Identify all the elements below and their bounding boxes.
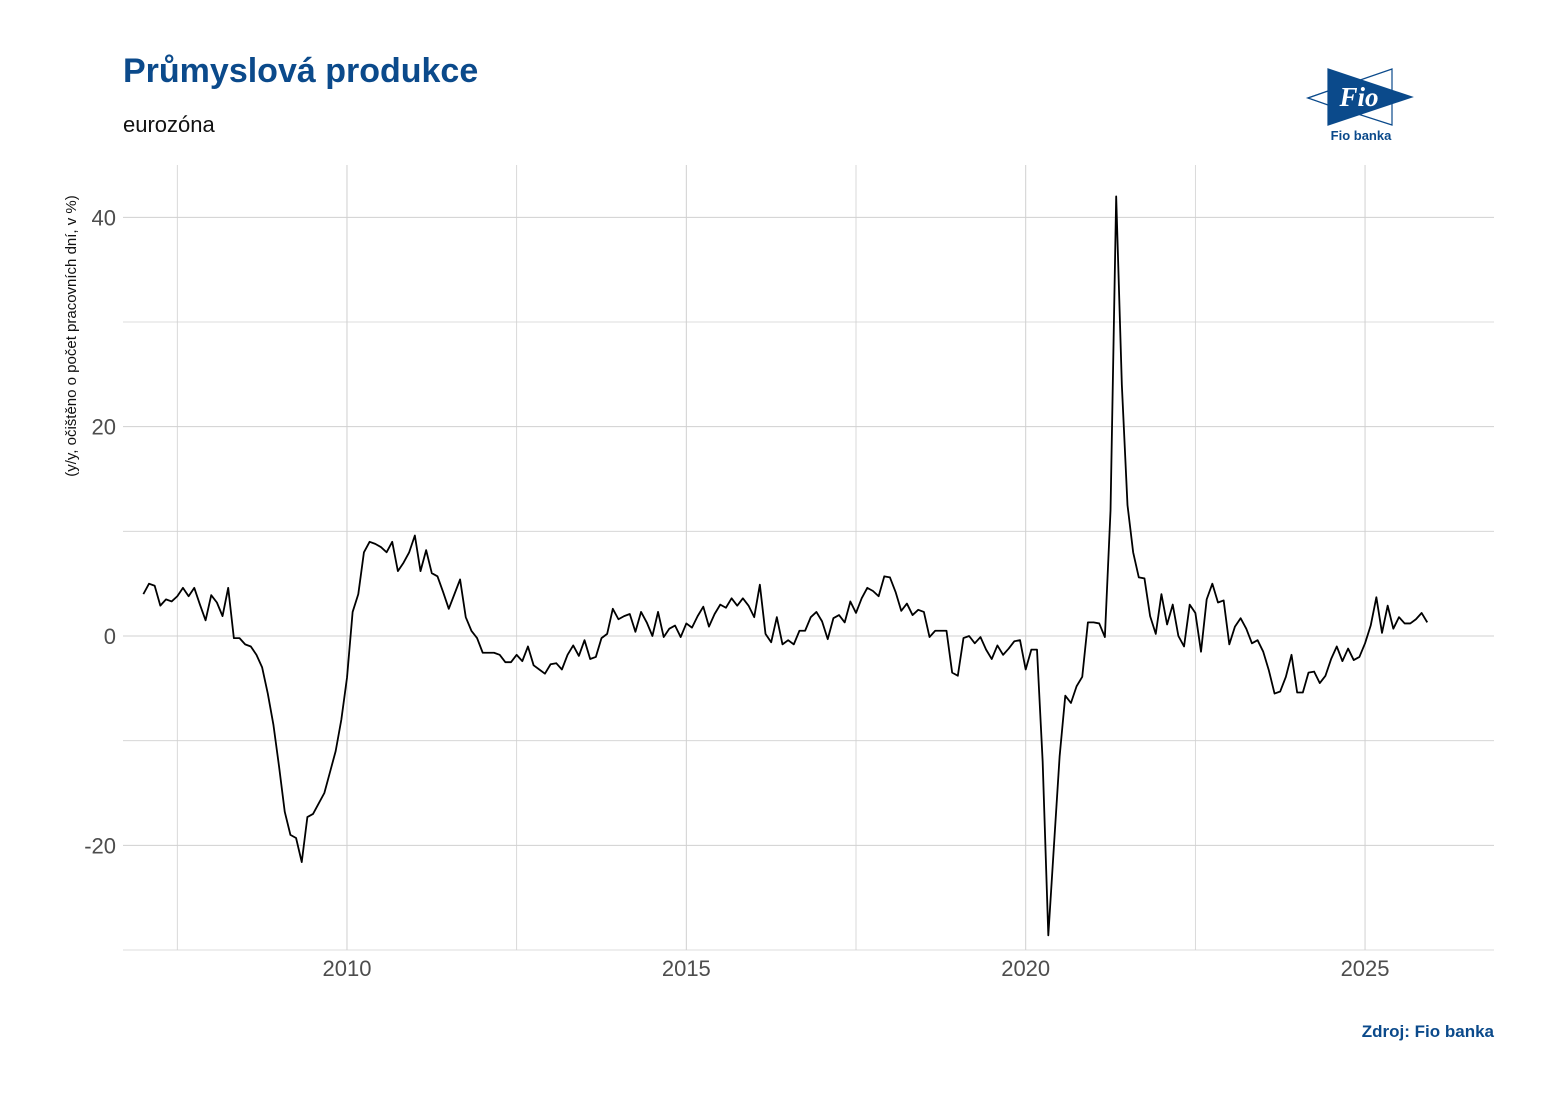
y-axis-label: (y/y, očištěno o počet pracovních dní, v… (63, 195, 80, 477)
x-tick-label: 2010 (322, 956, 371, 981)
y-tick-label: -20 (84, 833, 116, 858)
fio-logo: Fio (1306, 68, 1414, 126)
x-tick-label: 2015 (662, 956, 711, 981)
x-tick-label: 2020 (1001, 956, 1050, 981)
logo-name: Fio banka (1330, 128, 1392, 143)
x-ticks: 2010 2015 2020 2025 (322, 956, 1389, 981)
chart-title: Průmyslová produkce (123, 52, 479, 90)
grid (123, 165, 1494, 951)
y-tick-label: 40 (92, 205, 116, 230)
y-tick-label: 0 (104, 624, 116, 649)
y-ticks: -20 0 20 40 (84, 205, 116, 858)
chart-subtitle: eurozóna (123, 112, 215, 137)
x-tick-label: 2025 (1341, 956, 1390, 981)
source-note: Zdroj: Fio banka (1361, 1022, 1494, 1041)
series-line (142, 195, 1429, 937)
y-tick-label: 20 (92, 415, 116, 440)
logo-mark: Fio (1338, 82, 1378, 112)
